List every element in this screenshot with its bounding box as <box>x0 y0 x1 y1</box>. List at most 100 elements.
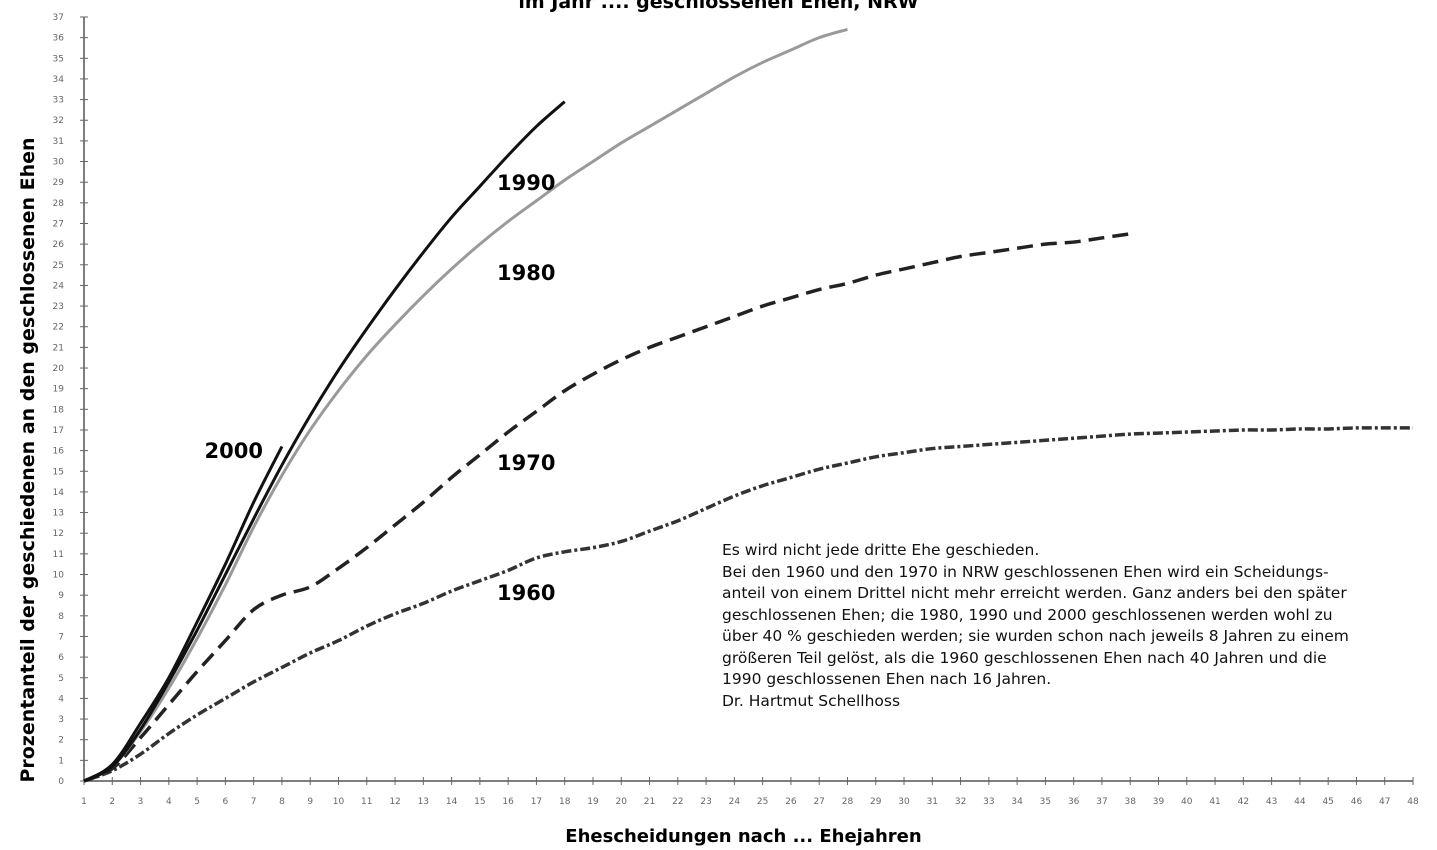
y-tick-label: 37 <box>53 13 64 23</box>
x-tick-label: 17 <box>531 797 542 807</box>
x-tick-label: 47 <box>1379 797 1390 807</box>
y-tick-label: 35 <box>53 54 64 64</box>
note-line: über 40 % geschieden werden; sie wurden … <box>722 627 1349 645</box>
x-tick-label: 11 <box>361 797 372 807</box>
x-tick-label: 28 <box>842 797 854 807</box>
y-tick-label: 5 <box>58 674 64 684</box>
series-label-1970: 1970 <box>497 451 555 475</box>
x-tick-label: 30 <box>898 797 910 807</box>
x-tick-label: 1 <box>81 797 87 807</box>
annotation-note: Es wird nicht jede dritte Ehe geschieden… <box>722 540 1392 712</box>
x-tick-label: 18 <box>559 797 571 807</box>
y-tick-label: 19 <box>53 385 65 395</box>
x-tick-label: 45 <box>1322 797 1333 807</box>
y-tick-label: 8 <box>58 612 64 622</box>
y-tick-label: 16 <box>53 447 65 457</box>
note-line: größeren Teil gelöst, als die 1960 gesch… <box>722 648 1327 667</box>
x-tick-label: 23 <box>700 797 711 807</box>
note-line: Es wird nicht jede dritte Ehe geschieden… <box>722 541 1040 559</box>
x-tick-label: 27 <box>813 797 824 807</box>
note-line: Bei den 1960 und den 1970 in NRW geschlo… <box>722 562 1329 581</box>
x-tick-label: 46 <box>1351 797 1363 807</box>
chart-title: im Jahr .... geschlossenen Ehen, NRW <box>518 0 919 13</box>
y-tick-label: 28 <box>53 199 65 209</box>
y-tick-label: 9 <box>58 591 64 601</box>
y-tick-label: 20 <box>53 364 65 374</box>
y-tick-label: 24 <box>53 281 65 291</box>
x-tick-label: 44 <box>1294 797 1306 807</box>
y-tick-label: 31 <box>53 137 64 147</box>
x-tick-label: 33 <box>983 797 994 807</box>
y-tick-label: 32 <box>53 116 64 126</box>
y-tick-label: 36 <box>53 34 65 44</box>
x-tick-label: 31 <box>927 797 938 807</box>
x-tick-label: 41 <box>1209 797 1220 807</box>
x-tick-label: 13 <box>418 797 429 807</box>
y-tick-label: 0 <box>58 777 64 787</box>
x-tick-label: 43 <box>1266 797 1277 807</box>
y-tick-label: 11 <box>53 550 64 560</box>
x-tick-label: 38 <box>1125 797 1137 807</box>
y-tick-label: 25 <box>53 261 64 271</box>
series-label-2000: 2000 <box>205 439 263 463</box>
x-tick-label: 42 <box>1238 797 1249 807</box>
y-tick-label: 6 <box>58 653 64 663</box>
x-tick-label: 34 <box>1011 797 1023 807</box>
x-tick-label: 21 <box>644 797 655 807</box>
y-tick-label: 22 <box>53 323 64 333</box>
y-tick-label: 27 <box>53 219 64 229</box>
note-line: Dr. Hartmut Schellhoss <box>722 691 901 710</box>
x-tick-label: 15 <box>474 797 485 807</box>
y-tick-label: 15 <box>53 467 64 477</box>
note-line: anteil von einem Drittel nicht mehr erre… <box>722 584 1347 602</box>
x-tick-label: 12 <box>389 797 400 807</box>
series-line-1990 <box>83 100 566 783</box>
x-tick-label: 24 <box>729 797 741 807</box>
x-tick-label: 6 <box>223 797 229 807</box>
x-tick-label: 32 <box>955 797 966 807</box>
y-tick-label: 7 <box>58 632 64 642</box>
y-axis-label: Prozentanteil der geschiedenen an den ge… <box>17 137 39 783</box>
x-tick-label: 20 <box>616 797 628 807</box>
x-tick-label: 29 <box>870 797 882 807</box>
series-line-2000 <box>83 445 284 783</box>
y-tick-label: 14 <box>53 488 65 498</box>
y-tick-label: 21 <box>53 343 64 353</box>
x-tick-label: 37 <box>1096 797 1107 807</box>
y-tick-label: 34 <box>53 75 65 85</box>
x-tick-label: 26 <box>785 797 797 807</box>
series-label-1960: 1960 <box>497 581 555 605</box>
x-tick-label: 14 <box>446 797 458 807</box>
y-tick-label: 1 <box>58 756 64 766</box>
y-tick-label: 30 <box>53 158 65 168</box>
x-tick-label: 35 <box>1040 797 1051 807</box>
x-tick-label: 16 <box>502 797 514 807</box>
x-tick-label: 9 <box>307 797 313 807</box>
x-tick-label: 39 <box>1153 797 1165 807</box>
x-tick-label: 3 <box>138 797 144 807</box>
y-tick-label: 18 <box>53 405 65 415</box>
x-tick-label: 22 <box>672 797 683 807</box>
y-tick-label: 13 <box>53 509 64 519</box>
series-label-1980: 1980 <box>497 261 555 285</box>
x-axis-label: Ehescheidungen nach ... Ehejahren <box>565 826 922 847</box>
x-tick-label: 5 <box>194 797 200 807</box>
x-tick-label: 4 <box>166 797 172 807</box>
note-line: geschlossenen Ehen; die 1980, 1990 und 2… <box>722 605 1333 624</box>
y-tick-label: 33 <box>53 96 64 106</box>
y-tick-label: 10 <box>53 571 65 581</box>
x-tick-label: 25 <box>757 797 768 807</box>
y-tick-label: 2 <box>58 736 64 746</box>
x-tick-label: 7 <box>251 797 257 807</box>
series-label-1990: 1990 <box>497 171 555 195</box>
x-tick-label: 36 <box>1068 797 1080 807</box>
x-tick-label: 48 <box>1407 797 1419 807</box>
y-tick-label: 12 <box>53 529 64 539</box>
y-tick-label: 29 <box>53 178 65 188</box>
y-tick-label: 23 <box>53 302 64 312</box>
y-tick-label: 26 <box>53 240 65 250</box>
y-tick-label: 4 <box>58 694 64 704</box>
series-line-1960 <box>83 426 1413 783</box>
x-tick-label: 2 <box>109 797 115 807</box>
